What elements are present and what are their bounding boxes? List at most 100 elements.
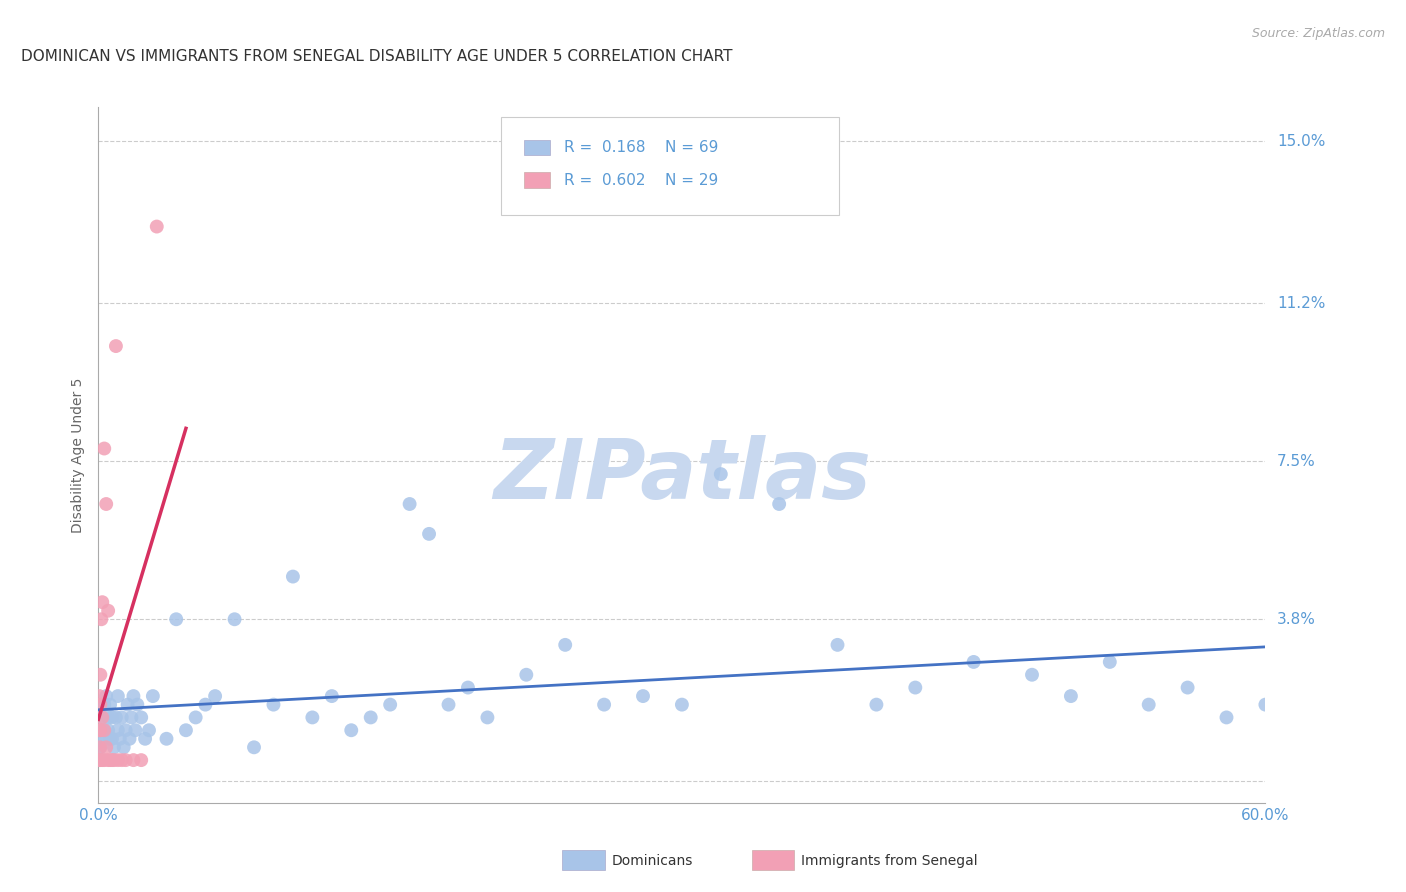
- Point: [129, 753, 152, 767]
- Point: [138, 723, 160, 738]
- Point: [97, 710, 120, 724]
- Point: [554, 638, 576, 652]
- Point: [321, 689, 343, 703]
- Point: [89, 740, 111, 755]
- Point: [1254, 698, 1277, 712]
- Point: [121, 710, 143, 724]
- Point: [380, 698, 402, 712]
- Point: [89, 753, 111, 767]
- Text: ZIPatlas: ZIPatlas: [494, 435, 870, 516]
- Point: [112, 740, 135, 755]
- Point: [904, 681, 927, 695]
- Point: [710, 467, 733, 482]
- Point: [515, 667, 537, 681]
- Text: Dominicans: Dominicans: [612, 854, 693, 868]
- Point: [768, 497, 790, 511]
- Point: [457, 681, 479, 695]
- Point: [127, 698, 149, 712]
- Point: [96, 497, 118, 511]
- Point: [96, 731, 118, 746]
- Point: [89, 753, 111, 767]
- Point: [129, 710, 152, 724]
- Text: 15.0%: 15.0%: [1277, 134, 1326, 149]
- Point: [134, 731, 156, 746]
- Point: [114, 723, 136, 738]
- Point: [101, 753, 124, 767]
- Point: [93, 723, 115, 738]
- Point: [593, 698, 616, 712]
- Point: [98, 731, 121, 746]
- Point: [142, 689, 165, 703]
- Point: [91, 595, 114, 609]
- Point: [122, 689, 145, 703]
- Point: [91, 710, 114, 724]
- Point: [155, 731, 177, 746]
- Point: [111, 753, 134, 767]
- Point: [96, 689, 118, 703]
- Point: [89, 723, 111, 738]
- Text: R =  0.602    N = 29: R = 0.602 N = 29: [564, 172, 718, 187]
- Point: [89, 740, 111, 755]
- Point: [262, 698, 284, 712]
- Point: [118, 731, 141, 746]
- Text: Immigrants from Senegal: Immigrants from Senegal: [801, 854, 979, 868]
- Point: [98, 698, 121, 712]
- Point: [101, 731, 124, 746]
- Text: 3.8%: 3.8%: [1277, 612, 1316, 627]
- Point: [117, 698, 139, 712]
- Point: [165, 612, 187, 626]
- Point: [93, 442, 115, 456]
- Point: [1215, 710, 1237, 724]
- Text: 7.5%: 7.5%: [1277, 454, 1316, 469]
- Point: [103, 740, 125, 755]
- Point: [146, 219, 169, 234]
- Point: [1021, 667, 1043, 681]
- Point: [91, 731, 114, 746]
- Point: [93, 698, 115, 712]
- Point: [89, 689, 111, 703]
- Point: [101, 710, 124, 724]
- Point: [360, 710, 382, 724]
- Point: [93, 753, 115, 767]
- Point: [340, 723, 363, 738]
- Point: [91, 753, 114, 767]
- Text: 11.2%: 11.2%: [1277, 296, 1326, 311]
- Point: [104, 339, 127, 353]
- FancyBboxPatch shape: [524, 172, 550, 187]
- Point: [96, 740, 118, 755]
- Point: [107, 689, 129, 703]
- Point: [1060, 689, 1083, 703]
- Text: R =  0.168    N = 69: R = 0.168 N = 69: [564, 140, 718, 155]
- Point: [174, 723, 197, 738]
- Point: [122, 753, 145, 767]
- Point: [962, 655, 984, 669]
- Point: [97, 753, 120, 767]
- Point: [98, 753, 121, 767]
- Point: [671, 698, 693, 712]
- Point: [107, 723, 129, 738]
- Point: [437, 698, 460, 712]
- Point: [89, 723, 111, 738]
- Point: [477, 710, 499, 724]
- Point: [224, 612, 246, 626]
- Point: [114, 753, 136, 767]
- Point: [184, 710, 207, 724]
- Point: [204, 689, 226, 703]
- Point: [108, 731, 131, 746]
- Point: [90, 612, 112, 626]
- Point: [631, 689, 654, 703]
- Point: [301, 710, 323, 724]
- Text: Source: ZipAtlas.com: Source: ZipAtlas.com: [1251, 27, 1385, 40]
- Point: [281, 569, 304, 583]
- Point: [89, 667, 111, 681]
- Point: [89, 698, 111, 712]
- Point: [103, 753, 125, 767]
- Point: [1137, 698, 1160, 712]
- Y-axis label: Disability Age Under 5: Disability Age Under 5: [72, 377, 86, 533]
- Text: DOMINICAN VS IMMIGRANTS FROM SENEGAL DISABILITY AGE UNDER 5 CORRELATION CHART: DOMINICAN VS IMMIGRANTS FROM SENEGAL DIS…: [21, 49, 733, 64]
- FancyBboxPatch shape: [501, 118, 839, 215]
- FancyBboxPatch shape: [524, 140, 550, 155]
- Point: [97, 723, 120, 738]
- Point: [93, 723, 115, 738]
- Point: [91, 710, 114, 724]
